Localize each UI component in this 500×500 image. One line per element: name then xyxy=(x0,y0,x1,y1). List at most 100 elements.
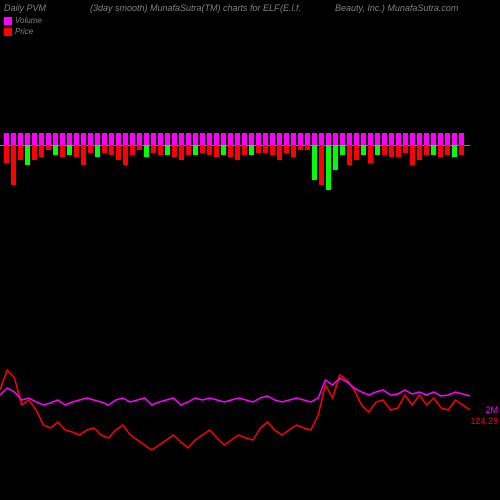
volume-bar-down xyxy=(32,145,37,160)
volume-bar-down xyxy=(235,145,240,160)
legend-price-label: Price xyxy=(15,27,33,37)
volume-bar-down xyxy=(165,145,170,155)
volume-bar-up xyxy=(410,133,415,145)
volume-bar-down xyxy=(298,145,303,150)
volume-bar-down xyxy=(340,145,345,155)
volume-bar-down xyxy=(144,145,149,157)
volume-bar-up xyxy=(46,133,51,145)
volume-bar-down xyxy=(4,145,9,163)
volume-swatch xyxy=(4,17,12,25)
volume-bar-down xyxy=(347,145,352,165)
volume-bar-down xyxy=(270,145,275,155)
volume-bar-down xyxy=(452,145,457,157)
volume-bar-up xyxy=(368,133,373,145)
volume-bar-up xyxy=(438,133,443,145)
volume-bar-up xyxy=(151,133,156,145)
volume-bar-down xyxy=(116,145,121,160)
volume-bar-down xyxy=(319,145,324,185)
volume-bar-down xyxy=(403,145,408,153)
volume-bar-up xyxy=(382,133,387,145)
volume-bar-down xyxy=(389,145,394,157)
volume-bar-down xyxy=(305,145,310,150)
volume-bar-down xyxy=(221,145,226,155)
volume-bar-up xyxy=(95,133,100,145)
volume-bar-up xyxy=(102,133,107,145)
volume-bar-down xyxy=(284,145,289,153)
volume-bar-up xyxy=(123,133,128,145)
price-chart xyxy=(0,350,470,470)
legend-item-volume: Volume xyxy=(4,16,42,26)
volume-bar-down xyxy=(368,145,373,163)
volume-bar-down xyxy=(74,145,79,157)
volume-bar-down xyxy=(53,145,58,155)
volume-bar-down xyxy=(137,145,142,150)
volume-bar-down xyxy=(193,145,198,155)
volume-bar-up xyxy=(452,133,457,145)
volume-bar-down xyxy=(424,145,429,155)
volume-bar-up xyxy=(137,133,142,145)
volume-bar-down xyxy=(438,145,443,157)
volume-chart xyxy=(0,90,470,200)
volume-bar-up xyxy=(347,133,352,145)
volume-bar-up xyxy=(396,133,401,145)
header-mid2: (E.l.f. xyxy=(280,3,301,13)
volume-bar-up xyxy=(193,133,198,145)
volume-bar-up xyxy=(277,133,282,145)
volume-bar-up xyxy=(284,133,289,145)
volume-bar-up xyxy=(354,133,359,145)
volume-bar-up xyxy=(11,133,16,145)
volume-bar-down xyxy=(242,145,247,155)
volume-bar-up xyxy=(81,133,86,145)
volume-bar-up xyxy=(53,133,58,145)
volume-bar-up xyxy=(326,133,331,145)
volume-bar-up xyxy=(403,133,408,145)
volume-bar-down xyxy=(25,145,30,165)
volume-bar-up xyxy=(200,133,205,145)
volume-bar-down xyxy=(186,145,191,155)
volume-bar-up xyxy=(179,133,184,145)
volume-bar-up xyxy=(249,133,254,145)
volume-bar-down xyxy=(18,145,23,160)
volume-bar-up xyxy=(298,133,303,145)
volume-bar-up xyxy=(18,133,23,145)
volume-bar-up xyxy=(158,133,163,145)
volume-bar-up xyxy=(172,133,177,145)
volume-bar-up xyxy=(291,133,296,145)
volume-bar-down xyxy=(207,145,212,155)
price-end-label: 124.29 xyxy=(470,416,498,426)
volume-bar-up xyxy=(263,133,268,145)
price-swatch xyxy=(4,28,12,36)
header-right: Beauty, Inc.) MunafaSutra.com xyxy=(335,3,458,13)
volume-bar-up xyxy=(144,133,149,145)
volume-bar-down xyxy=(354,145,359,160)
volume-bar-down xyxy=(445,145,450,155)
volume-bar-up xyxy=(340,133,345,145)
legend-volume-label: Volume xyxy=(15,16,42,26)
volume-bar-down xyxy=(326,145,331,190)
volume-bar-up xyxy=(319,133,324,145)
volume-bar-up xyxy=(242,133,247,145)
volume-bar-down xyxy=(158,145,163,155)
volume-bar-up xyxy=(60,133,65,145)
volume-bar-down xyxy=(60,145,65,157)
volume-bar-down xyxy=(67,145,72,155)
volume-bar-down xyxy=(123,145,128,165)
volume-bar-down xyxy=(333,145,338,170)
volume-line xyxy=(0,378,470,405)
volume-bar-up xyxy=(186,133,191,145)
volume-bar-up xyxy=(417,133,422,145)
volume-bar-up xyxy=(32,133,37,145)
header-mid1: (3day smooth) MunafaSutra(TM) charts for… xyxy=(90,3,280,13)
volume-bar-up xyxy=(25,133,30,145)
volume-bar-up xyxy=(424,133,429,145)
volume-bar-up xyxy=(361,133,366,145)
volume-bar-down xyxy=(88,145,93,153)
volume-bar-up xyxy=(235,133,240,145)
volume-bar-up xyxy=(445,133,450,145)
volume-bar-up xyxy=(312,133,317,145)
volume-end-label: 2M xyxy=(485,405,498,415)
volume-bar-down xyxy=(431,145,436,155)
volume-bar-down xyxy=(249,145,254,155)
volume-bar-down xyxy=(459,145,464,155)
volume-bar-up xyxy=(389,133,394,145)
